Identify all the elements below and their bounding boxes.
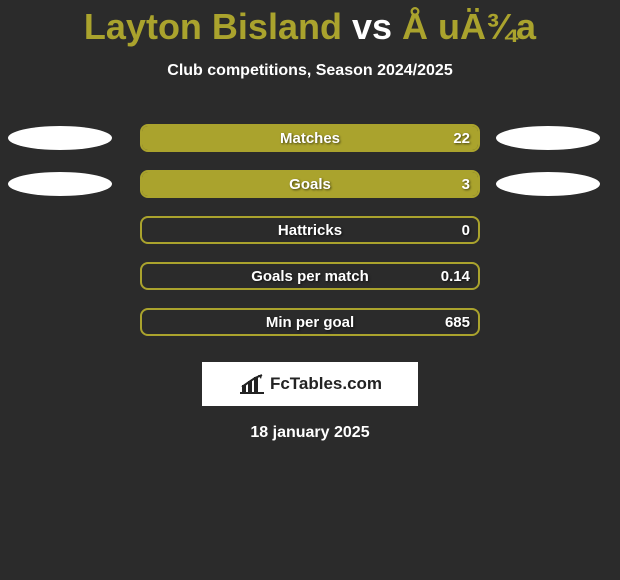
stat-bar: Goals3 xyxy=(140,170,480,198)
stat-value: 685 xyxy=(445,310,470,334)
stat-row: Matches22 xyxy=(0,122,620,168)
stat-value: 3 xyxy=(462,172,470,196)
stat-value: 0 xyxy=(462,218,470,242)
subtitle: Club competitions, Season 2024/2025 xyxy=(0,62,620,80)
stat-rows: Matches22 Goals3 Hattricks0 Goals per match… xyxy=(0,122,620,352)
player2-badge xyxy=(496,126,600,150)
stat-label: Goals per match xyxy=(142,264,478,288)
stat-label: Matches xyxy=(142,126,478,150)
stat-label: Goals xyxy=(142,172,478,196)
stat-row: Goals per match0.14 xyxy=(0,260,620,306)
stat-label: Hattricks xyxy=(142,218,478,242)
stat-row: Goals3 xyxy=(0,168,620,214)
stat-value: 0.14 xyxy=(441,264,470,288)
player1-badge xyxy=(8,126,112,150)
stat-bar: Min per goal685 xyxy=(140,308,480,336)
vs-label: vs xyxy=(352,6,392,47)
player2-badge xyxy=(496,172,600,196)
stat-bar: Hattricks0 xyxy=(140,216,480,244)
stat-row: Min per goal685 xyxy=(0,306,620,352)
stat-bar: Matches22 xyxy=(140,124,480,152)
player1-name: Layton Bisland xyxy=(84,6,342,47)
logo-box[interactable]: FcTables.com xyxy=(202,362,418,406)
player1-badge xyxy=(8,172,112,196)
player2-name: Å uÄ¾a xyxy=(402,6,536,47)
stat-label: Min per goal xyxy=(142,310,478,334)
stat-value: 22 xyxy=(453,126,470,150)
comparison-card: Layton Bisland vs Å uÄ¾a Club competitio… xyxy=(0,0,620,442)
bar-chart-icon xyxy=(238,373,266,395)
stat-row: Hattricks0 xyxy=(0,214,620,260)
date-label: 18 january 2025 xyxy=(0,424,620,442)
page-title: Layton Bisland vs Å uÄ¾a xyxy=(0,0,620,48)
stat-bar: Goals per match0.14 xyxy=(140,262,480,290)
logo-text: FcTables.com xyxy=(270,374,382,394)
